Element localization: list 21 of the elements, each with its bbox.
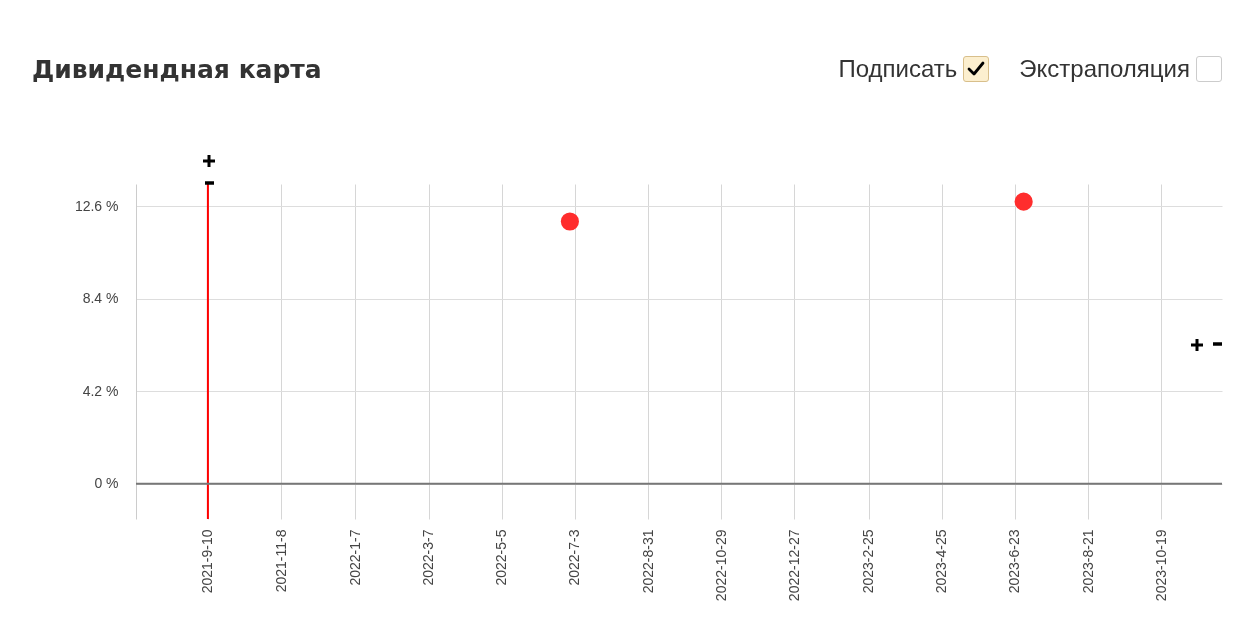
x-tick-label: 2022-3-7: [420, 529, 437, 586]
text: Экстраполяция: [1019, 55, 1190, 83]
y-tick-label: 12.6 %: [74, 197, 119, 214]
x-tick-label: 2022-12-27: [785, 529, 802, 602]
x-tick-label: 2021-11-8: [272, 529, 289, 593]
x-tick-label: 2022-10-29: [712, 529, 729, 602]
x-tick-label: 2023-6-23: [1006, 529, 1023, 594]
x-tick-label: 2023-10-19: [1152, 529, 1169, 602]
x-tick-label: 2022-7-3: [566, 529, 583, 586]
y-tick-label: 4.2 %: [82, 382, 119, 399]
x-tick-label: 2022-1-7: [346, 529, 363, 586]
x-tick-label: 2021-9-10: [199, 529, 216, 594]
x-tick-label: 2022-8-31: [639, 529, 656, 594]
chart-title: Дивидендная карта: [32, 55, 322, 84]
y-tick-label: 8.4 %: [82, 290, 119, 307]
x-tick-label: 2023-4-25: [933, 529, 950, 594]
x-tick-label: 2023-8-21: [1079, 529, 1096, 594]
y-tick-label: 0 %: [94, 475, 119, 492]
x-tick-label: 2023-2-25: [860, 529, 877, 594]
x-tick-label: 2022-5-5: [493, 529, 510, 586]
text: Подписать: [838, 55, 958, 83]
